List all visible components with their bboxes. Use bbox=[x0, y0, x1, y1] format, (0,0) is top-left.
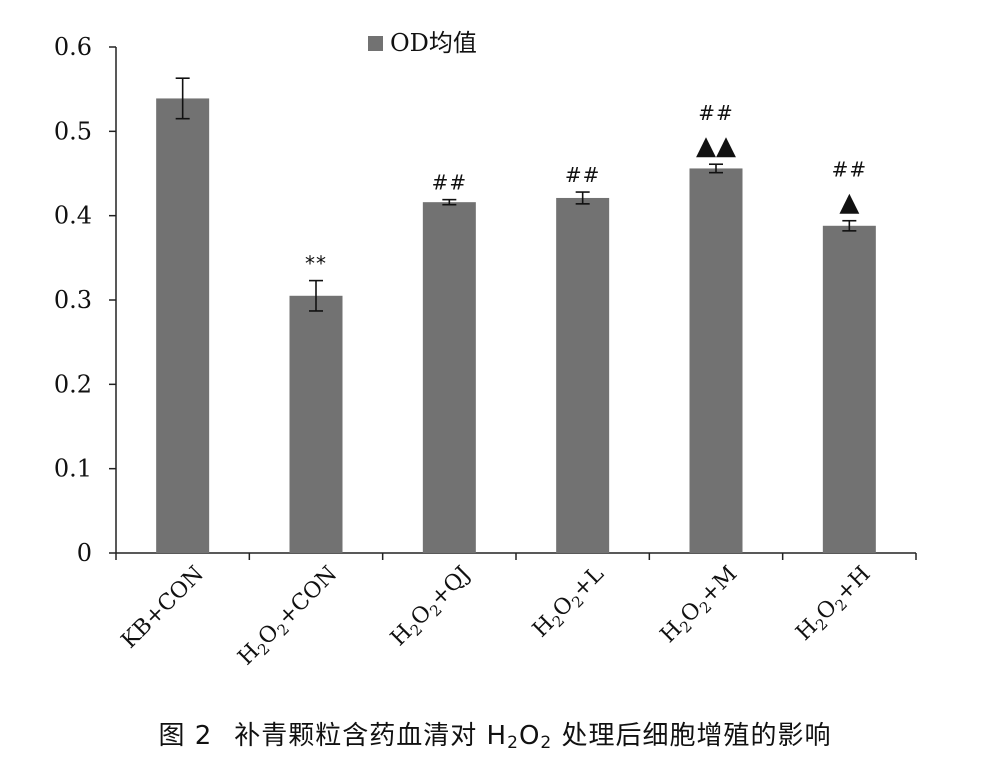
significance-triangle-label: ▲ bbox=[839, 188, 859, 218]
legend-swatch bbox=[368, 36, 383, 51]
bar bbox=[556, 197, 610, 553]
chart-container: 0 0.1 0.2 0.3 0.4 0.5 0.6 ** ## ## ▲▲ ## ▲ ## OD均值 KB+C… bbox=[53, 29, 917, 673]
x-tick-label: H2O2+H bbox=[791, 562, 877, 648]
x-tick-label-part: KB+CON bbox=[117, 562, 209, 654]
bar bbox=[422, 202, 476, 553]
caption-text-before: 补青颗粒含药血清对 H bbox=[234, 721, 508, 751]
y-tick-label: 0.5 bbox=[54, 117, 92, 145]
significance-label: ## bbox=[698, 101, 734, 125]
x-tick-label: H2O2+CON bbox=[233, 562, 344, 673]
y-tick-label: 0 bbox=[77, 539, 92, 567]
significance-label: ## bbox=[832, 158, 868, 182]
legend-label: OD均值 bbox=[390, 29, 477, 57]
y-tick-label: 0.4 bbox=[54, 202, 92, 230]
bar-chart: 0 0.1 0.2 0.3 0.4 0.5 0.6 ** ## ## ▲▲ ## ▲ ## OD均值 KB+C… bbox=[54, 29, 917, 673]
x-tick-label: KB+CON bbox=[117, 562, 209, 654]
figure-number: 图 2 bbox=[158, 721, 213, 751]
caption-subscript-2: 2 bbox=[540, 733, 553, 753]
bar bbox=[822, 225, 876, 553]
y-tick-label: 0.6 bbox=[54, 33, 92, 61]
bar bbox=[289, 295, 343, 553]
x-tick-label: H2O2+L bbox=[528, 561, 611, 644]
caption-subscript-1: 2 bbox=[507, 733, 519, 753]
caption-text-after: 处理后细胞增殖的影响 bbox=[552, 721, 832, 751]
significance-label: ## bbox=[565, 163, 601, 187]
significance-label: ## bbox=[432, 171, 468, 195]
x-tick-label: H2O2+QJ bbox=[386, 562, 478, 654]
x-tick-label-part: +CON bbox=[273, 562, 342, 631]
x-tick-label: H2O2+M bbox=[656, 562, 745, 651]
y-tick-label: 0.3 bbox=[54, 286, 92, 314]
figure-caption: 图 2 补青颗粒含药血清对 H2O2 处理后细胞增殖的影响 bbox=[0, 715, 990, 755]
y-tick-label: 0.1 bbox=[54, 455, 92, 483]
caption-text-mid: O bbox=[518, 721, 541, 751]
bar bbox=[689, 168, 743, 553]
bar bbox=[156, 98, 210, 554]
y-tick-label: 0.2 bbox=[54, 370, 92, 398]
significance-label: ** bbox=[305, 252, 327, 276]
significance-triangle-label: ▲▲ bbox=[696, 131, 736, 161]
